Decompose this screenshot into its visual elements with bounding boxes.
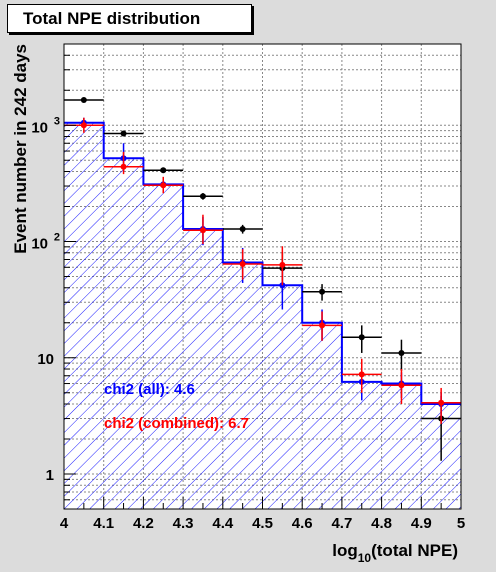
black-point: [120, 130, 127, 137]
red-point: [199, 227, 206, 234]
x-tick-label: 4.8: [371, 515, 392, 532]
black-point: [319, 288, 326, 295]
black-point: [80, 96, 87, 103]
x-tick-label: 4.2: [133, 515, 154, 532]
x-tick-label: 4.6: [292, 515, 313, 532]
x-tick-label: 4.1: [93, 515, 114, 532]
red-point: [120, 163, 127, 170]
axes: 4 4.1 4.2 4.3 4.4 4.5 4.6 4.7 4.8 4.9 5 1 10 10 2 10 3: [31, 43, 465, 532]
histogram: [64, 121, 461, 510]
x-tick-label: 4.4: [212, 515, 234, 532]
black-point: [160, 167, 167, 174]
annotation-chi2-combined: chi2 (combined): 6.7: [104, 415, 249, 432]
black-point: [398, 349, 405, 356]
black-point: [358, 334, 365, 341]
x-tick-label: 5: [457, 515, 465, 532]
x-tick-label: 4.7: [331, 515, 352, 532]
y-tick-label: 10: [37, 351, 54, 368]
red-point: [438, 399, 445, 406]
annotation-chi2-all: chi2 (all): 4.6: [104, 381, 195, 398]
red-point: [279, 261, 286, 268]
red-point: [319, 322, 326, 329]
x-axis-label: log10(total NPE): [332, 541, 458, 565]
y-tick-label: 10: [31, 236, 48, 253]
y-axis-label: Event number in 242 days: [11, 44, 30, 254]
red-point: [398, 382, 405, 389]
x-tick-label: 4.3: [173, 515, 194, 532]
black-point: [199, 193, 206, 200]
black-point: [239, 226, 246, 233]
x-tick-label: 4: [60, 515, 69, 532]
red-point: [358, 371, 365, 378]
x-axis-label-sub: 10: [358, 551, 372, 565]
x-axis-label-main: log: [332, 541, 358, 560]
x-axis-label-rest: (total NPE): [371, 541, 458, 560]
x-tick-label: 4.9: [411, 515, 432, 532]
red-point: [239, 261, 246, 268]
histogram-fill: [64, 122, 461, 510]
red-point: [160, 182, 167, 189]
y-tick-exponent: 2: [54, 232, 60, 244]
y-tick-label: 1: [46, 467, 54, 484]
y-tick-exponent: 3: [54, 115, 60, 127]
y-tick-label: 10: [31, 119, 48, 136]
data-points: [64, 96, 461, 461]
chart-title: Total NPE distribution: [7, 4, 252, 33]
histogram-outline: [64, 121, 461, 406]
x-tick-label: 4.5: [252, 515, 273, 532]
red-point: [80, 122, 87, 129]
